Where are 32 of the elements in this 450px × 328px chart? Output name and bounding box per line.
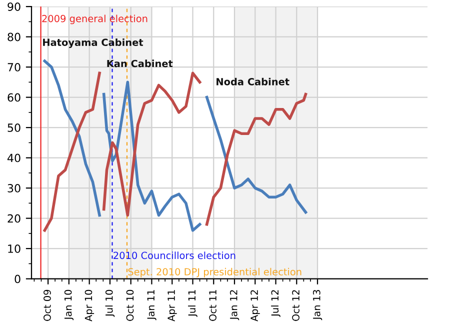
x-tick-label: Apr 11 [168, 290, 177, 322]
x-tick-label: Jan 13 [312, 290, 322, 320]
x-tick-label: Jul 10 [105, 290, 115, 317]
x-tick-label: Oct 09 [44, 290, 51, 321]
y-tick-label: 10 [8, 244, 20, 253]
x-tick-label: Oct 10 [126, 290, 134, 321]
annotation: Kan Cabinet [107, 60, 173, 68]
x-tick-label: Jan 12 [230, 290, 240, 320]
y-tick-label: 70 [8, 63, 20, 72]
y-tick-label: 40 [7, 154, 20, 162]
y-tick-label: 30 [8, 184, 20, 192]
x-tick-label: Oct 11 [209, 290, 216, 321]
x-tick-label: Jul 11 [188, 290, 198, 317]
x-tick-label: Jan 11 [147, 290, 156, 320]
y-tick-label: 60 [8, 93, 20, 102]
annotation: Hatoyama Cabinet [43, 38, 144, 48]
y-tick-label: 20 [8, 214, 20, 223]
annotation: Noda Cabinet [216, 78, 290, 86]
y-tick-label: 90 [8, 2, 20, 11]
ref-line-label: Sept. 2010 DPJ presidential election [128, 268, 302, 278]
y-tick-label: 0 [14, 274, 20, 284]
x-tick-label: Jan 10 [64, 290, 74, 320]
y-tick-label: 80 [8, 32, 20, 42]
x-tick-label: Jul 12 [271, 290, 280, 317]
x-tick-label: Apr 12 [250, 290, 260, 322]
line-series [43, 60, 101, 217]
y-tick-label: 50 [8, 124, 20, 132]
x-tick-label: Oct 12 [292, 290, 300, 321]
line-series [43, 72, 101, 232]
x-tick-label: Apr 10 [84, 290, 94, 322]
ref-line-label: 2010 Councillors election [114, 252, 236, 260]
ref-line-label: 2009 general election [42, 14, 148, 24]
